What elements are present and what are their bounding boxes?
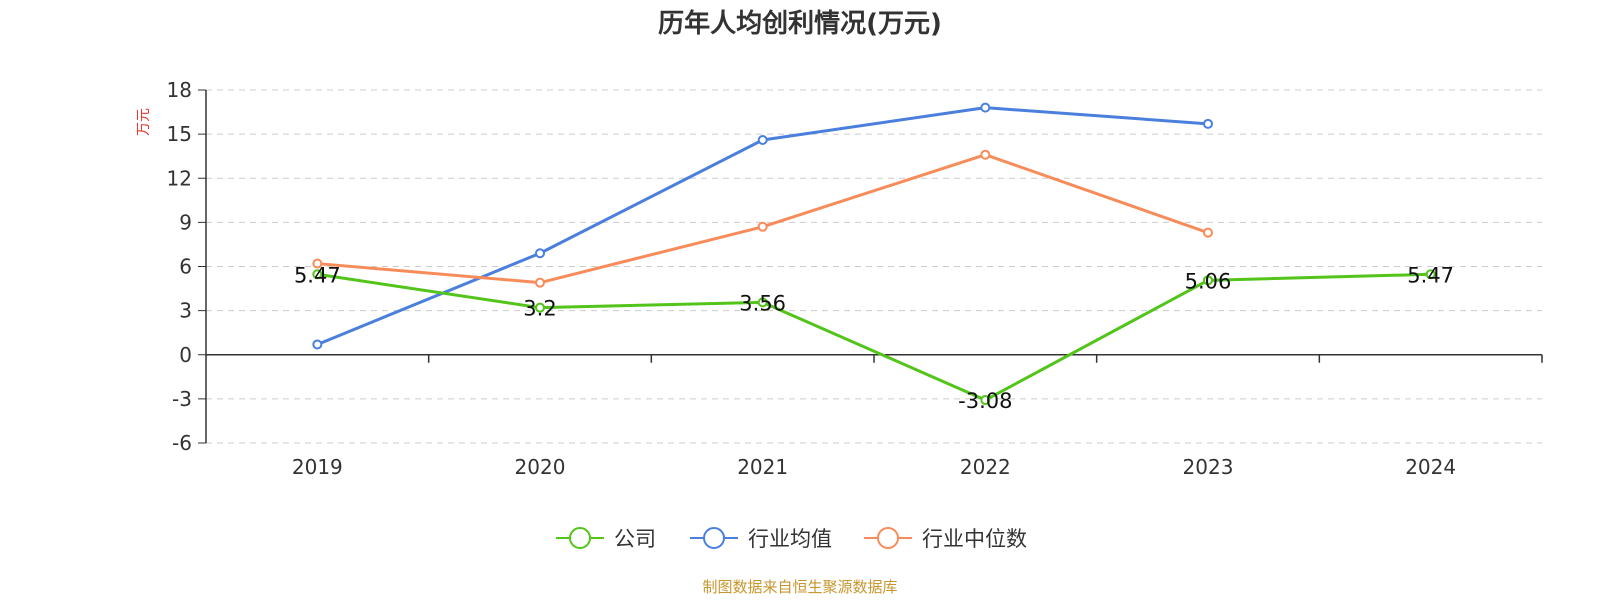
data-point — [1203, 227, 1213, 238]
legend-label: 行业中位数 — [922, 527, 1027, 551]
data-point — [312, 269, 323, 280]
x-tick-label: 2023 — [1183, 455, 1234, 479]
data-point — [535, 302, 545, 313]
data-point — [980, 102, 991, 113]
y-tick-label: 6 — [179, 255, 192, 279]
data-point — [535, 248, 545, 259]
legend-label: 公司 — [614, 527, 656, 551]
data-labels: 5.47 3.2 3.56 -3.08 5.06 5.47 — [294, 263, 1454, 413]
x-tick-label: 2020 — [515, 455, 566, 479]
legend-item[interactable]: 公司 — [556, 527, 656, 551]
legend-marker-icon — [877, 527, 899, 549]
y-tick-label: -6 — [172, 431, 192, 455]
y-tick-label: -3 — [172, 387, 192, 411]
data-label: 5.47 — [294, 263, 341, 287]
data-point — [757, 297, 768, 308]
x-axis-ticks: 2019 2020 2021 2022 2023 2024 — [292, 354, 1543, 479]
series-line-2 — [317, 153, 1209, 285]
y-tick-label: 3 — [179, 299, 192, 323]
data-label: 3.56 — [739, 291, 786, 315]
data-point — [1203, 118, 1213, 129]
data-label: 5.47 — [1407, 263, 1454, 287]
y-tick-label: 12 — [167, 166, 192, 190]
legend-item[interactable]: 行业均值 — [690, 527, 832, 551]
x-tick-label: 2019 — [292, 455, 343, 479]
data-label: 3.2 — [523, 297, 556, 321]
chart-title: 历年人均创利情况(万元) — [658, 8, 942, 39]
data-point — [757, 221, 768, 232]
data-label: -3.08 — [958, 389, 1012, 413]
data-point — [980, 395, 991, 406]
legend-marker-icon — [569, 527, 591, 549]
data-point — [980, 149, 991, 160]
data-point — [1203, 275, 1213, 286]
y-tick-label: 9 — [179, 210, 192, 234]
data-point — [312, 258, 323, 269]
data-point — [312, 339, 323, 350]
data-point — [757, 135, 768, 146]
data-point — [535, 277, 545, 288]
x-tick-label: 2024 — [1405, 455, 1456, 479]
grid-lines — [206, 89, 1542, 444]
data-label: 5.06 — [1185, 269, 1232, 293]
y-tick-label: 0 — [179, 343, 192, 367]
data-point — [1425, 269, 1436, 280]
y-axis-label: 万元 — [136, 108, 152, 136]
x-tick-label: 2021 — [737, 455, 788, 479]
y-tick-label: 15 — [167, 122, 192, 146]
y-axis-ticks: 18 15 12 9 6 3 0 -3 -6 — [167, 78, 206, 455]
y-tick-label: 18 — [167, 78, 192, 102]
legend-marker-icon — [703, 527, 725, 549]
x-tick-label: 2022 — [960, 455, 1011, 479]
legend-item[interactable]: 行业中位数 — [864, 527, 1027, 551]
source-note: 制图数据来自恒生聚源数据库 — [702, 578, 897, 596]
legend: 公司 行业均值 行业中位数 — [556, 527, 1027, 551]
series-lines — [312, 102, 1436, 406]
legend-label: 行业均值 — [748, 527, 832, 551]
series-line-0 — [317, 272, 1431, 402]
